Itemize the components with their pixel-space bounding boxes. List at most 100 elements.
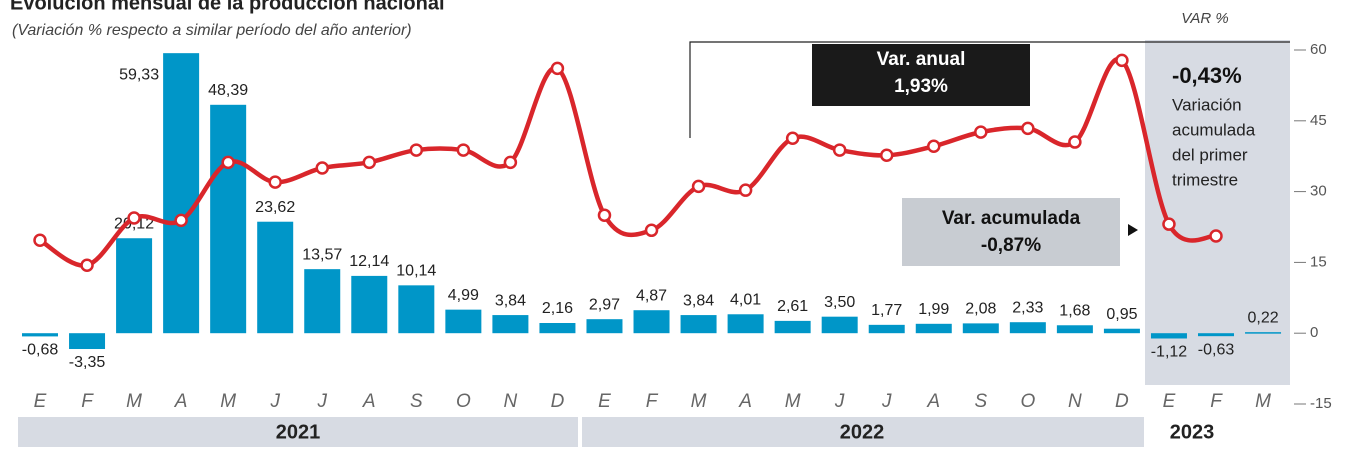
bar [633, 310, 670, 334]
bar [1198, 333, 1234, 337]
value-label: -3,35 [69, 354, 106, 371]
x-tick-label: J [881, 391, 892, 412]
value-label: 3,84 [495, 292, 526, 309]
x-tick-label: N [1068, 391, 1082, 412]
value-label: 4,01 [730, 291, 761, 308]
bar [1150, 333, 1187, 339]
cumulative-box [902, 198, 1120, 266]
bar [586, 319, 623, 334]
year-band [582, 417, 1144, 447]
bar [868, 324, 905, 334]
line [38, 56, 1217, 268]
x-tick-label: F [1210, 391, 1223, 412]
value-label: 0,95 [1106, 306, 1137, 323]
x-tick-label: M [785, 391, 801, 412]
bar [351, 275, 388, 334]
value-label: 2,61 [777, 298, 808, 315]
x-tick-label: E [34, 391, 47, 412]
x-tick-label: F [81, 391, 94, 412]
bar [680, 315, 717, 334]
value-label: 2,97 [589, 296, 620, 313]
line-point [597, 208, 612, 222]
annual-value: 1,93% [894, 76, 948, 97]
value-label: 4,87 [636, 287, 667, 304]
value-label: 1,77 [871, 302, 902, 319]
line-point [315, 161, 329, 175]
value-label: 1,99 [918, 301, 949, 318]
value-label: 1,68 [1059, 302, 1090, 319]
x-tick-label: O [456, 391, 471, 412]
bar [445, 309, 482, 334]
line-point [738, 183, 753, 197]
cumulative-value: -0,87% [981, 235, 1041, 256]
chart-title: Evolución mensual de la producción nacio… [10, 0, 445, 14]
line-point [33, 233, 47, 247]
y-tick-label: 45 [1310, 112, 1327, 129]
bar [257, 221, 294, 334]
line-point [550, 61, 565, 76]
bar [727, 314, 764, 334]
line-point [832, 143, 847, 157]
bar [22, 333, 58, 337]
y-tick-label: -15 [1310, 395, 1332, 412]
bar [1103, 328, 1140, 334]
year-label: 2023 [1170, 421, 1215, 443]
line-point [456, 143, 471, 157]
value-label: 3,50 [824, 294, 855, 311]
quarter-text: trimestre [1172, 170, 1238, 189]
value-label: -0,68 [22, 342, 59, 359]
bar [116, 238, 153, 334]
x-tick-label: E [598, 391, 611, 412]
y-tick-label: 60 [1310, 41, 1327, 58]
value-label: 2,08 [965, 301, 996, 318]
x-tick-label: M [126, 391, 142, 412]
x-tick-label: J [834, 391, 845, 412]
line-point [1068, 135, 1082, 149]
bar [774, 320, 811, 334]
annual-box [812, 44, 1030, 106]
year-band [18, 417, 578, 447]
bar [210, 104, 247, 334]
x-tick-label: E [1163, 391, 1176, 412]
value-label: 4,99 [448, 287, 479, 304]
x-tick-label: D [1115, 391, 1129, 412]
value-label: 0,22 [1247, 309, 1278, 326]
bar [163, 53, 200, 334]
quarter-text: del primer [1172, 145, 1248, 164]
x-tick-label: M [220, 391, 236, 412]
x-tick-label: A [174, 391, 188, 412]
value-label: 12,14 [349, 253, 389, 270]
x-tick-label: A [926, 391, 940, 412]
line-point [1021, 121, 1035, 136]
annual-label: Var. anual [877, 49, 966, 70]
x-tick-label: N [504, 391, 518, 412]
line-point [644, 223, 659, 238]
line-point [974, 125, 988, 139]
line-point [691, 179, 706, 194]
bar [304, 269, 341, 334]
quarter-text: acumulada [1172, 120, 1256, 139]
line-point [221, 155, 235, 170]
y-tick-label: 30 [1310, 183, 1327, 200]
x-tick-label: D [551, 391, 565, 412]
cumulative-label: Var. acumulada [942, 208, 1081, 229]
bar [1009, 322, 1046, 334]
bar [492, 315, 529, 334]
x-tick-label: A [738, 391, 752, 412]
line-point [1209, 229, 1223, 243]
y-tick-label: 15 [1310, 253, 1327, 270]
value-label: 10,14 [396, 263, 436, 280]
bar [69, 333, 106, 350]
value-label: 23,62 [255, 199, 295, 216]
bar [1245, 332, 1282, 334]
line-point [409, 143, 424, 157]
x-tick-label: J [316, 391, 327, 412]
line-point [362, 155, 377, 170]
year-label: 2022 [840, 421, 885, 443]
line-point [503, 155, 518, 170]
bar [821, 316, 858, 334]
line-point [785, 131, 800, 146]
line-point [927, 139, 941, 154]
x-tick-label: A [362, 391, 376, 412]
chart-subtitle: (Variación % respecto a similar período … [12, 22, 412, 39]
